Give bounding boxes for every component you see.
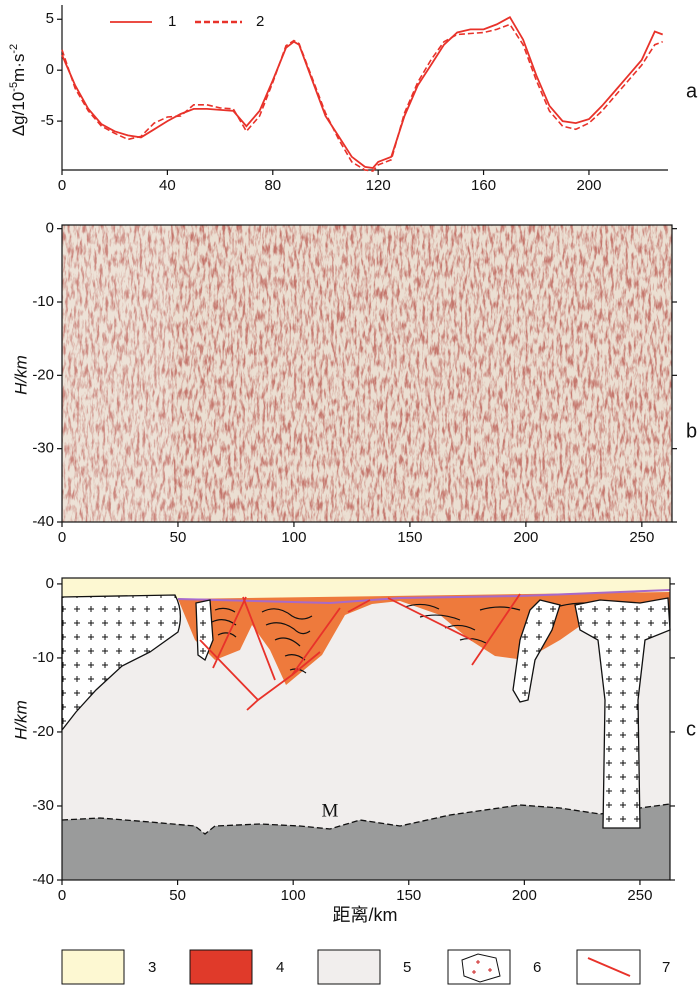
x-tick-label: 40 — [159, 177, 176, 194]
y-tick-label: 0 — [46, 575, 54, 592]
x-tick-label: 100 — [281, 529, 306, 546]
y-tick-label: -10 — [32, 293, 54, 310]
legend-label: 1 — [168, 13, 176, 30]
y-label-part: -5 — [8, 82, 20, 92]
y-tick-label: -20 — [32, 366, 54, 383]
x-tick-label: 250 — [627, 887, 652, 904]
y-tick-label: 0 — [46, 220, 54, 237]
legend-label: 7 — [662, 959, 670, 976]
x-tick-label: 0 — [58, 529, 66, 546]
x-tick-label: 0 — [58, 177, 66, 194]
x-axis-label: 距离/km — [333, 905, 398, 925]
x-tick-label: 50 — [169, 887, 186, 904]
y-tick-label: -10 — [32, 649, 54, 666]
y-tick-label: -40 — [32, 871, 54, 888]
y-axis-label: H/km — [11, 355, 30, 395]
y-tick-label: -5 — [41, 112, 54, 129]
legend-label: 5 — [403, 959, 411, 976]
plot-frame — [61, 224, 673, 523]
x-tick-label: 80 — [264, 177, 281, 194]
legend-label: 4 — [276, 959, 284, 976]
y-label-part: Δg/10 — [9, 92, 28, 136]
data-line — [61, 15, 664, 169]
y-tick-label: -40 — [32, 513, 54, 530]
x-tick-label: 100 — [281, 887, 306, 904]
y-axis-label: Δg/10-5m·s-2 — [8, 44, 29, 136]
cross-section — [61, 578, 671, 880]
moho-label: M — [322, 800, 339, 821]
x-tick-label: 0 — [58, 887, 66, 904]
y-tick-label: -30 — [32, 440, 54, 457]
y-tick-label: 0 — [46, 61, 54, 78]
x-tick-label: 200 — [512, 887, 537, 904]
x-tick-label: 50 — [170, 529, 187, 546]
x-tick-label: 250 — [629, 529, 654, 546]
panel-label: b — [686, 420, 697, 442]
y-tick-label: -20 — [32, 723, 54, 740]
x-tick-label: 120 — [366, 177, 391, 194]
plot-frame — [61, 577, 671, 881]
x-tick-label: 200 — [513, 529, 538, 546]
x-tick-label: 150 — [397, 529, 422, 546]
x-tick-label: 160 — [471, 177, 496, 194]
legend-label: 6 — [533, 959, 541, 976]
y-axis-label: H/km — [11, 700, 30, 740]
panel-label: c — [686, 718, 696, 740]
seismic-section — [62, 225, 672, 522]
y-tick-label: -30 — [32, 797, 54, 814]
y-label-part: -2 — [8, 44, 20, 54]
x-tick-label: 150 — [396, 887, 421, 904]
legend: 3 4 5 6 7 — [61, 949, 670, 985]
panel-label: a — [686, 80, 698, 102]
x-tick-label: 200 — [576, 177, 601, 194]
data-line — [61, 23, 663, 172]
y-label-part: m·s — [9, 54, 28, 82]
y-tick-label: 5 — [46, 10, 54, 27]
legend-label: 3 — [148, 959, 156, 976]
legend-label: 2 — [256, 13, 264, 30]
